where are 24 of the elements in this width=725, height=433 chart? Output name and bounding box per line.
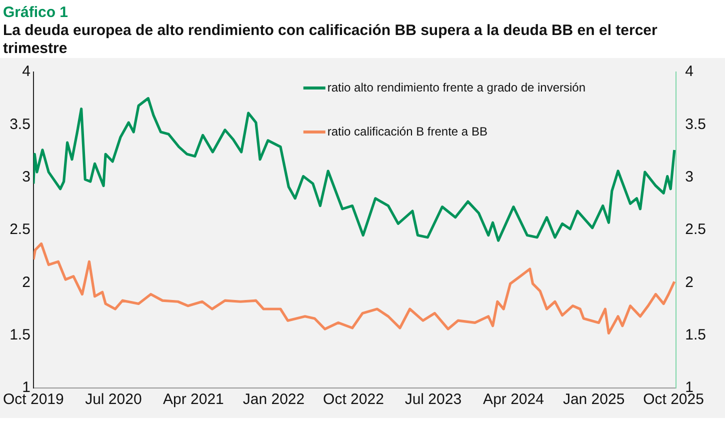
x-tick-label: Jan 2025 [562, 391, 625, 408]
x-tick-label: Apr 2024 [483, 391, 544, 408]
y2-tick-label: 2 [685, 274, 694, 291]
y-tick-label: 2.5 [10, 221, 30, 238]
y2-tick-label: 3.5 [685, 116, 706, 133]
legend-label: ratio calificación B frente a BB [327, 124, 488, 138]
y2-tick-label: 2.5 [685, 221, 706, 238]
x-tick-label: Jan 2022 [242, 391, 305, 408]
y2-tick-label: 4 [685, 63, 694, 80]
y-tick-label: 4 [22, 63, 30, 80]
y-tick-label: 1.5 [10, 326, 30, 344]
y2-tick-label: 3 [685, 168, 694, 186]
chart-title: Gráfico 1 [3, 4, 70, 21]
y-tick-label: 3.5 [10, 116, 30, 133]
x-tick-label: Oct 2019 [3, 391, 64, 408]
y-tick-label: 2 [22, 274, 30, 291]
x-tick-label: Apr 2021 [163, 391, 224, 408]
legend-label: ratio alto rendimiento frente a grado de inversión [327, 80, 586, 94]
x-tick-label: Oct 2022 [323, 391, 384, 408]
y-tick-label: 3 [22, 168, 30, 186]
x-tick-label: Jul 2020 [85, 391, 142, 408]
x-tick-label: Jul 2023 [404, 391, 462, 408]
y2-tick-label: 1.5 [685, 326, 706, 344]
chart-subtitle: La deuda europea de alto rendimiento con calificación BB supera a la deuda BB en el tercer trimestre [3, 22, 658, 58]
